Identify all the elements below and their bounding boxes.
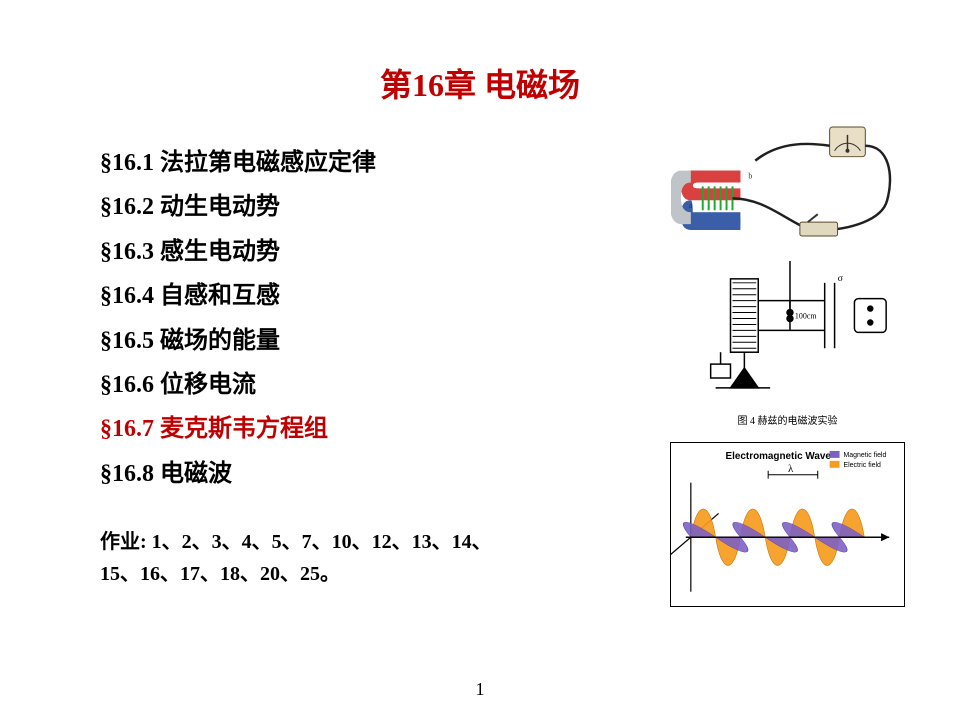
homework-prefix: 作业:	[100, 531, 152, 553]
slide: 第16章 电磁场 §16.1 法拉第电磁感应定律 §16.2 动生电动势 §16…	[0, 0, 960, 720]
fig3-title: Electromagnetic Wave	[726, 451, 832, 462]
fig3-lambda: λ	[788, 462, 794, 474]
page-number: 1	[476, 679, 485, 700]
figure-hertz: σ 100cm 图 4 赫兹的电磁波实验	[670, 260, 905, 428]
figure-induction: b a	[670, 120, 905, 246]
fig3-legend-mag: Magnetic field	[844, 452, 887, 459]
chapter-title: 第16章 电磁场	[50, 60, 910, 106]
figure-emwave: Electromagnetic Wave Magnetic field Elec…	[670, 442, 905, 608]
figure-column: b a	[670, 120, 905, 607]
fig2-length-label: 100cm	[795, 311, 817, 320]
svg-text:a: a	[689, 201, 693, 210]
svg-text:σ: σ	[838, 273, 844, 284]
homework-items: 1、2、3、4、5、7、10、12、13、14、15、16、17、18、20、2…	[100, 531, 492, 585]
fig3-legend-elec: Electric field	[844, 461, 882, 468]
svg-text:b: b	[748, 171, 752, 180]
homework-text: 作业: 1、2、3、4、5、7、10、12、13、14、15、16、17、18、…	[100, 526, 520, 590]
figure-hertz-caption: 图 4 赫兹的电磁波实验	[671, 412, 904, 427]
